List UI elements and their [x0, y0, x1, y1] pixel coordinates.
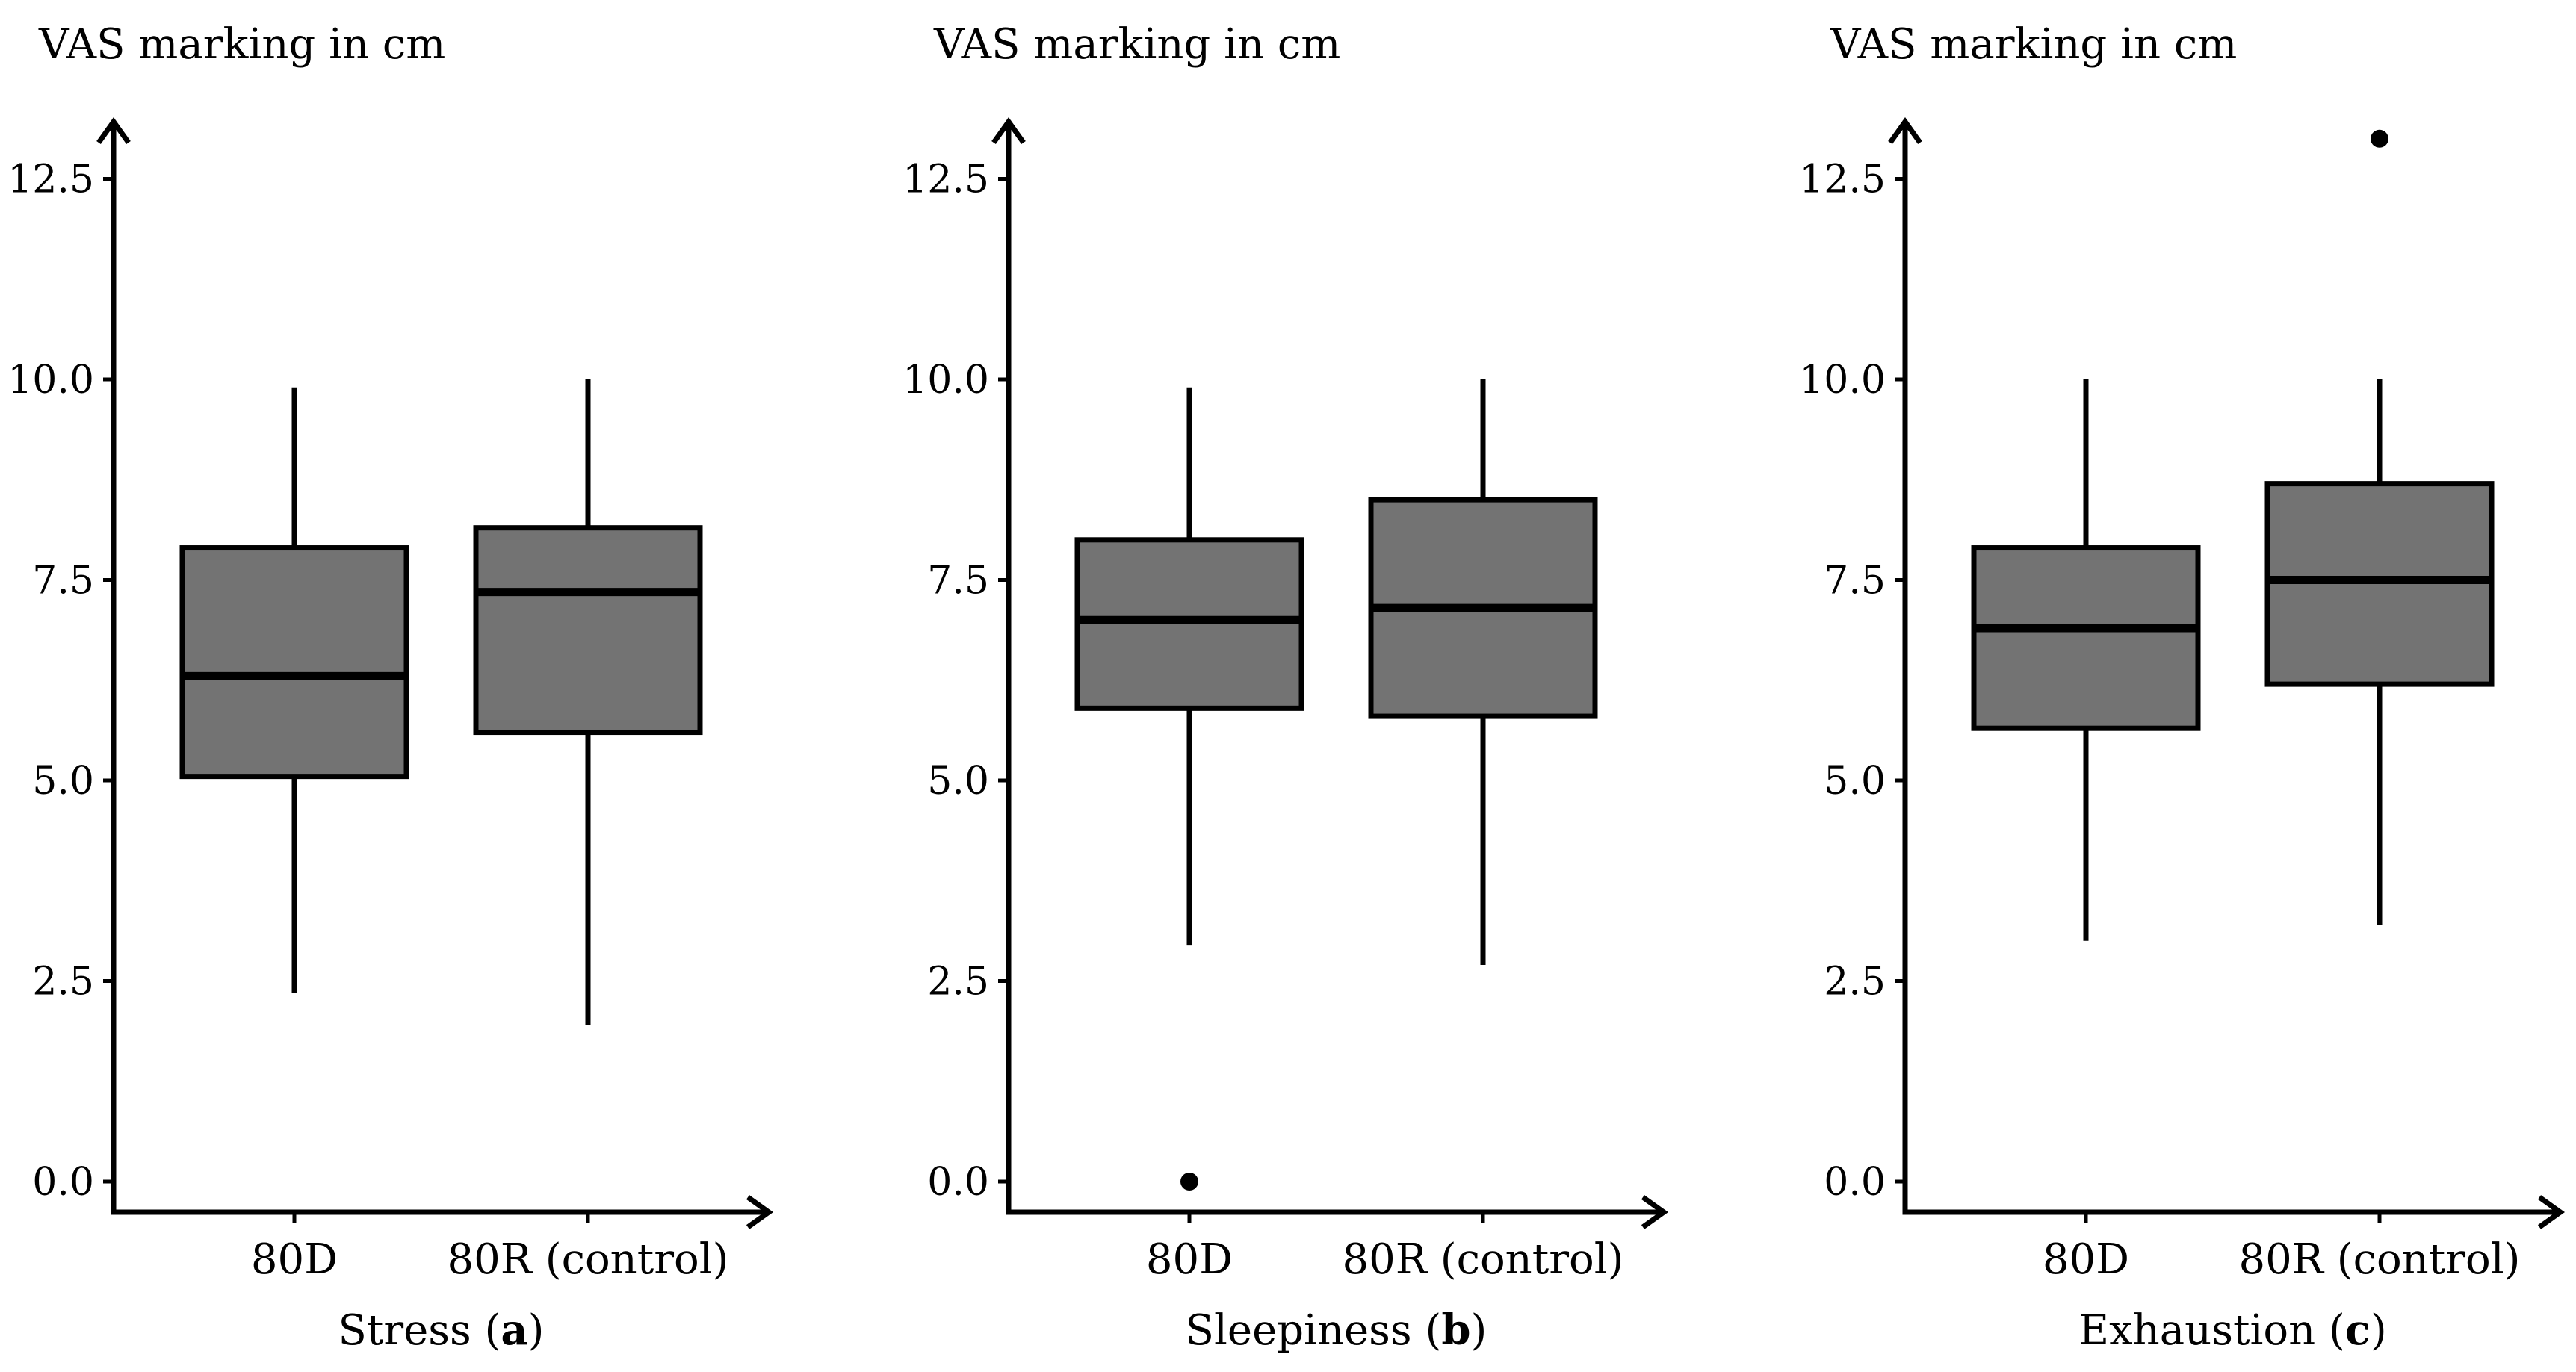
box-2: [473, 379, 703, 1025]
y-tick-label: 0.0: [927, 1160, 989, 1205]
y-axis-label: VAS marking in cm: [933, 20, 1340, 69]
panel-title-close: ): [2371, 1306, 2387, 1355]
panel-title-letter: a: [501, 1306, 527, 1355]
box-1: [179, 387, 409, 993]
box-2: [2264, 129, 2495, 925]
box-1: [1971, 379, 2201, 941]
box-2: [1368, 379, 1598, 966]
panel-title-letter: c: [2345, 1306, 2371, 1355]
x-tick-label: 80D: [251, 1235, 338, 1284]
box-1: [1074, 387, 1304, 1191]
panel-title-letter: b: [1441, 1306, 1470, 1355]
y-tick-label: 7.5: [927, 559, 989, 603]
y-axis-arrow: [1888, 117, 1922, 145]
panel-title-close: ): [1470, 1306, 1487, 1355]
y-tick-label: 7.5: [32, 559, 94, 603]
y-axis-label: VAS marking in cm: [1830, 20, 2237, 69]
x-tick-label: 80R (control): [448, 1235, 729, 1284]
y-tick-label: 10.0: [902, 358, 989, 403]
y-axis-label: VAS marking in cm: [38, 20, 445, 69]
y-tick-label: 2.5: [927, 960, 989, 1005]
chart-panel-3: VAS marking in cm 0.0 2.5 5.0 7.5 10.0 12.5 80D…: [1799, 20, 2566, 1355]
y-tick-label: 5.0: [1824, 759, 1886, 804]
panel-title-open: (: [471, 1306, 501, 1355]
chart-panel-1: VAS marking in cm 0.0 2.5 5.0 7.5 10.0 12.5 80D…: [7, 20, 774, 1355]
x-axis-arrow: [746, 1195, 774, 1229]
box-rect: [473, 525, 703, 736]
outlier-point: [1180, 1173, 1198, 1191]
outlier-point: [2371, 129, 2388, 148]
panel-title: Exhaustion (c): [2078, 1306, 2387, 1355]
chart-panel-2: VAS marking in cm 0.0 2.5 5.0 7.5 10.0 12.5 80D…: [902, 20, 1669, 1355]
y-tick-label: 0.0: [1824, 1160, 1886, 1205]
y-tick-label: 5.0: [927, 759, 989, 804]
box-rect: [179, 545, 409, 780]
x-axis-arrow: [2537, 1195, 2566, 1229]
x-tick-label: 80D: [1146, 1235, 1233, 1284]
box-rect: [1971, 545, 2201, 731]
panel-title: Stress (a): [338, 1306, 544, 1355]
y-tick-label: 7.5: [1824, 559, 1886, 603]
x-axis-arrow: [1641, 1195, 1669, 1229]
x-tick-label: 80R (control): [1343, 1235, 1624, 1284]
y-axis-arrow: [96, 117, 131, 145]
y-tick-label: 5.0: [32, 759, 94, 804]
panel-title-open: (: [1412, 1306, 1442, 1355]
panel-title-name: Exhaustion: [2078, 1306, 2315, 1355]
y-tick-label: 0.0: [32, 1160, 94, 1205]
x-tick-label: 80R (control): [2239, 1235, 2521, 1284]
y-tick-label: 10.0: [1799, 358, 1886, 403]
y-axis-arrow: [991, 117, 1026, 145]
y-tick-label: 12.5: [902, 158, 989, 202]
y-tick-label: 2.5: [1824, 960, 1886, 1005]
panel-title-name: Sleepiness: [1186, 1306, 1412, 1355]
panel-title-open: (: [2315, 1306, 2345, 1355]
panel-title-close: ): [528, 1306, 545, 1355]
x-tick-label: 80D: [2043, 1235, 2129, 1284]
panel-title: Sleepiness (b): [1186, 1306, 1487, 1355]
y-tick-label: 12.5: [1799, 158, 1886, 202]
y-tick-label: 12.5: [7, 158, 94, 202]
y-tick-label: 2.5: [32, 960, 94, 1005]
panel-title-name: Stress: [338, 1306, 471, 1355]
y-tick-label: 10.0: [7, 358, 94, 403]
